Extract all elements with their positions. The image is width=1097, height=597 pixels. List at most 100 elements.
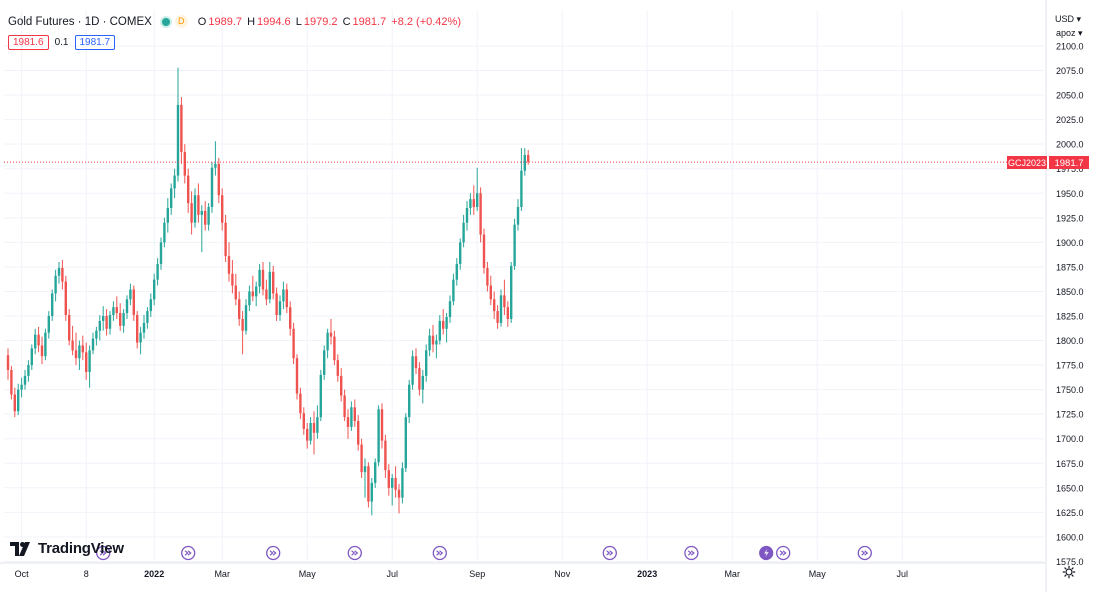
chevron-down-icon[interactable]: ▾ [1076,14,1082,24]
candle [224,214,227,262]
candle [265,279,268,306]
candle [37,326,40,353]
event-marker-icon[interactable] [857,545,872,561]
candle-body [136,315,139,343]
event-marker-icon[interactable] [347,545,362,561]
event-marker-icon[interactable] [776,545,791,561]
currency-label[interactable]: USD [1055,14,1075,24]
candle-body [523,154,526,171]
candle-body [102,315,105,321]
candle-body [411,356,414,385]
candle [527,150,530,165]
event-marker-icon[interactable] [602,545,617,561]
candle [282,281,285,310]
buy-price-button[interactable]: 1981.7 [74,35,116,50]
candle [387,464,390,496]
candle-body [428,335,431,351]
candle-body [20,384,23,390]
candle-body [431,335,435,345]
candle-body [319,374,322,418]
candle [469,193,472,215]
candle [442,309,445,335]
candle [142,315,146,339]
candle-body [98,320,101,331]
candle [112,301,115,321]
candle [302,407,305,435]
candle-body [183,152,186,176]
settings-gear-glyph [1062,565,1076,579]
candle-body [221,195,224,223]
candle [285,283,288,314]
candle-body [462,222,465,243]
candle [414,348,418,374]
candle [340,368,343,402]
candle [326,328,329,359]
tradingview-logo[interactable]: TradingView [10,540,124,557]
market-status-icon[interactable] [159,15,172,28]
event-marker-icon[interactable] [181,545,196,561]
symbol-title[interactable]: Gold Futures · 1D · COMEX [8,15,152,28]
candle-body [119,313,122,326]
candle [231,260,234,294]
event-marker-icon[interactable] [266,545,281,561]
candle-body [142,322,146,333]
candle [482,228,486,274]
candle-body [282,289,285,302]
candle-body [489,285,492,300]
candle [122,309,125,333]
sell-price-button[interactable]: 1981.6 [8,35,49,50]
d-badge[interactable]: D [174,15,188,28]
last-price-tag: 1981.7 [1054,158,1083,169]
candle [207,203,210,231]
event-marker-icon[interactable] [684,545,699,561]
time-axis[interactable]: Oct 8 2022 Mar May Jul Sep Nov 2023 Mar May Jul [15,569,908,579]
candle-body [329,332,333,337]
candle-body [452,279,455,302]
price-tick-label: 1625.0 [1056,508,1084,518]
open-value: 1989.7 [208,15,243,28]
candle-body [71,340,74,351]
event-marker-icon[interactable] [432,545,447,561]
logo-text: TradingView [38,540,124,557]
candle-body [425,350,428,376]
price-tick-label: 2075.0 [1056,66,1084,76]
ohlc-values: O 1989.7 H 1994.6 L 1979.2 C 1981.7 +8.2 (+0… [198,16,463,28]
candle [455,258,458,286]
candle-body [493,299,496,312]
candle [234,273,237,306]
candle-body [166,207,169,223]
candle-body [486,267,489,286]
candle-body [197,195,200,215]
candle-body [503,295,506,308]
price-tick-label: 2050.0 [1056,91,1084,101]
event-marker-icon[interactable] [96,545,111,561]
candle [360,438,363,478]
candle [98,315,101,341]
candle [370,477,373,516]
candle-body [387,470,390,488]
chevron-down-icon[interactable]: ▾ [1078,28,1083,38]
candle-body [513,224,516,266]
symbol-legend[interactable]: Gold Futures · 1D · COMEX D O 1989.7 H 199… [8,15,463,28]
candle [374,458,377,488]
candle-body [397,489,401,498]
lightning-glyph [764,549,769,557]
candle [391,474,394,506]
currency-selector[interactable]: USD ▾ [1055,14,1081,25]
candle [78,340,81,370]
bid-ask-row: 1981.6 0.1 1981.7 [8,35,116,50]
scale-mode-selector[interactable]: apoz ▾ [1056,28,1083,39]
scale-mode-label[interactable]: apoz [1056,28,1076,38]
market-status-icon[interactable] [759,545,774,561]
candle-body [54,275,57,294]
candle-body [377,409,380,463]
gear-icon[interactable] [1062,565,1076,582]
candle [421,369,424,404]
event-markers[interactable] [96,545,872,561]
candle-body [394,477,397,490]
symbol-tag: GCJ2023 [1008,158,1046,168]
price-axis[interactable]: 1575.0 1600.0 1625.0 1650.0 1675.0 1700.0 1725… [1056,42,1084,567]
time-tick-label: Mar [724,569,740,579]
